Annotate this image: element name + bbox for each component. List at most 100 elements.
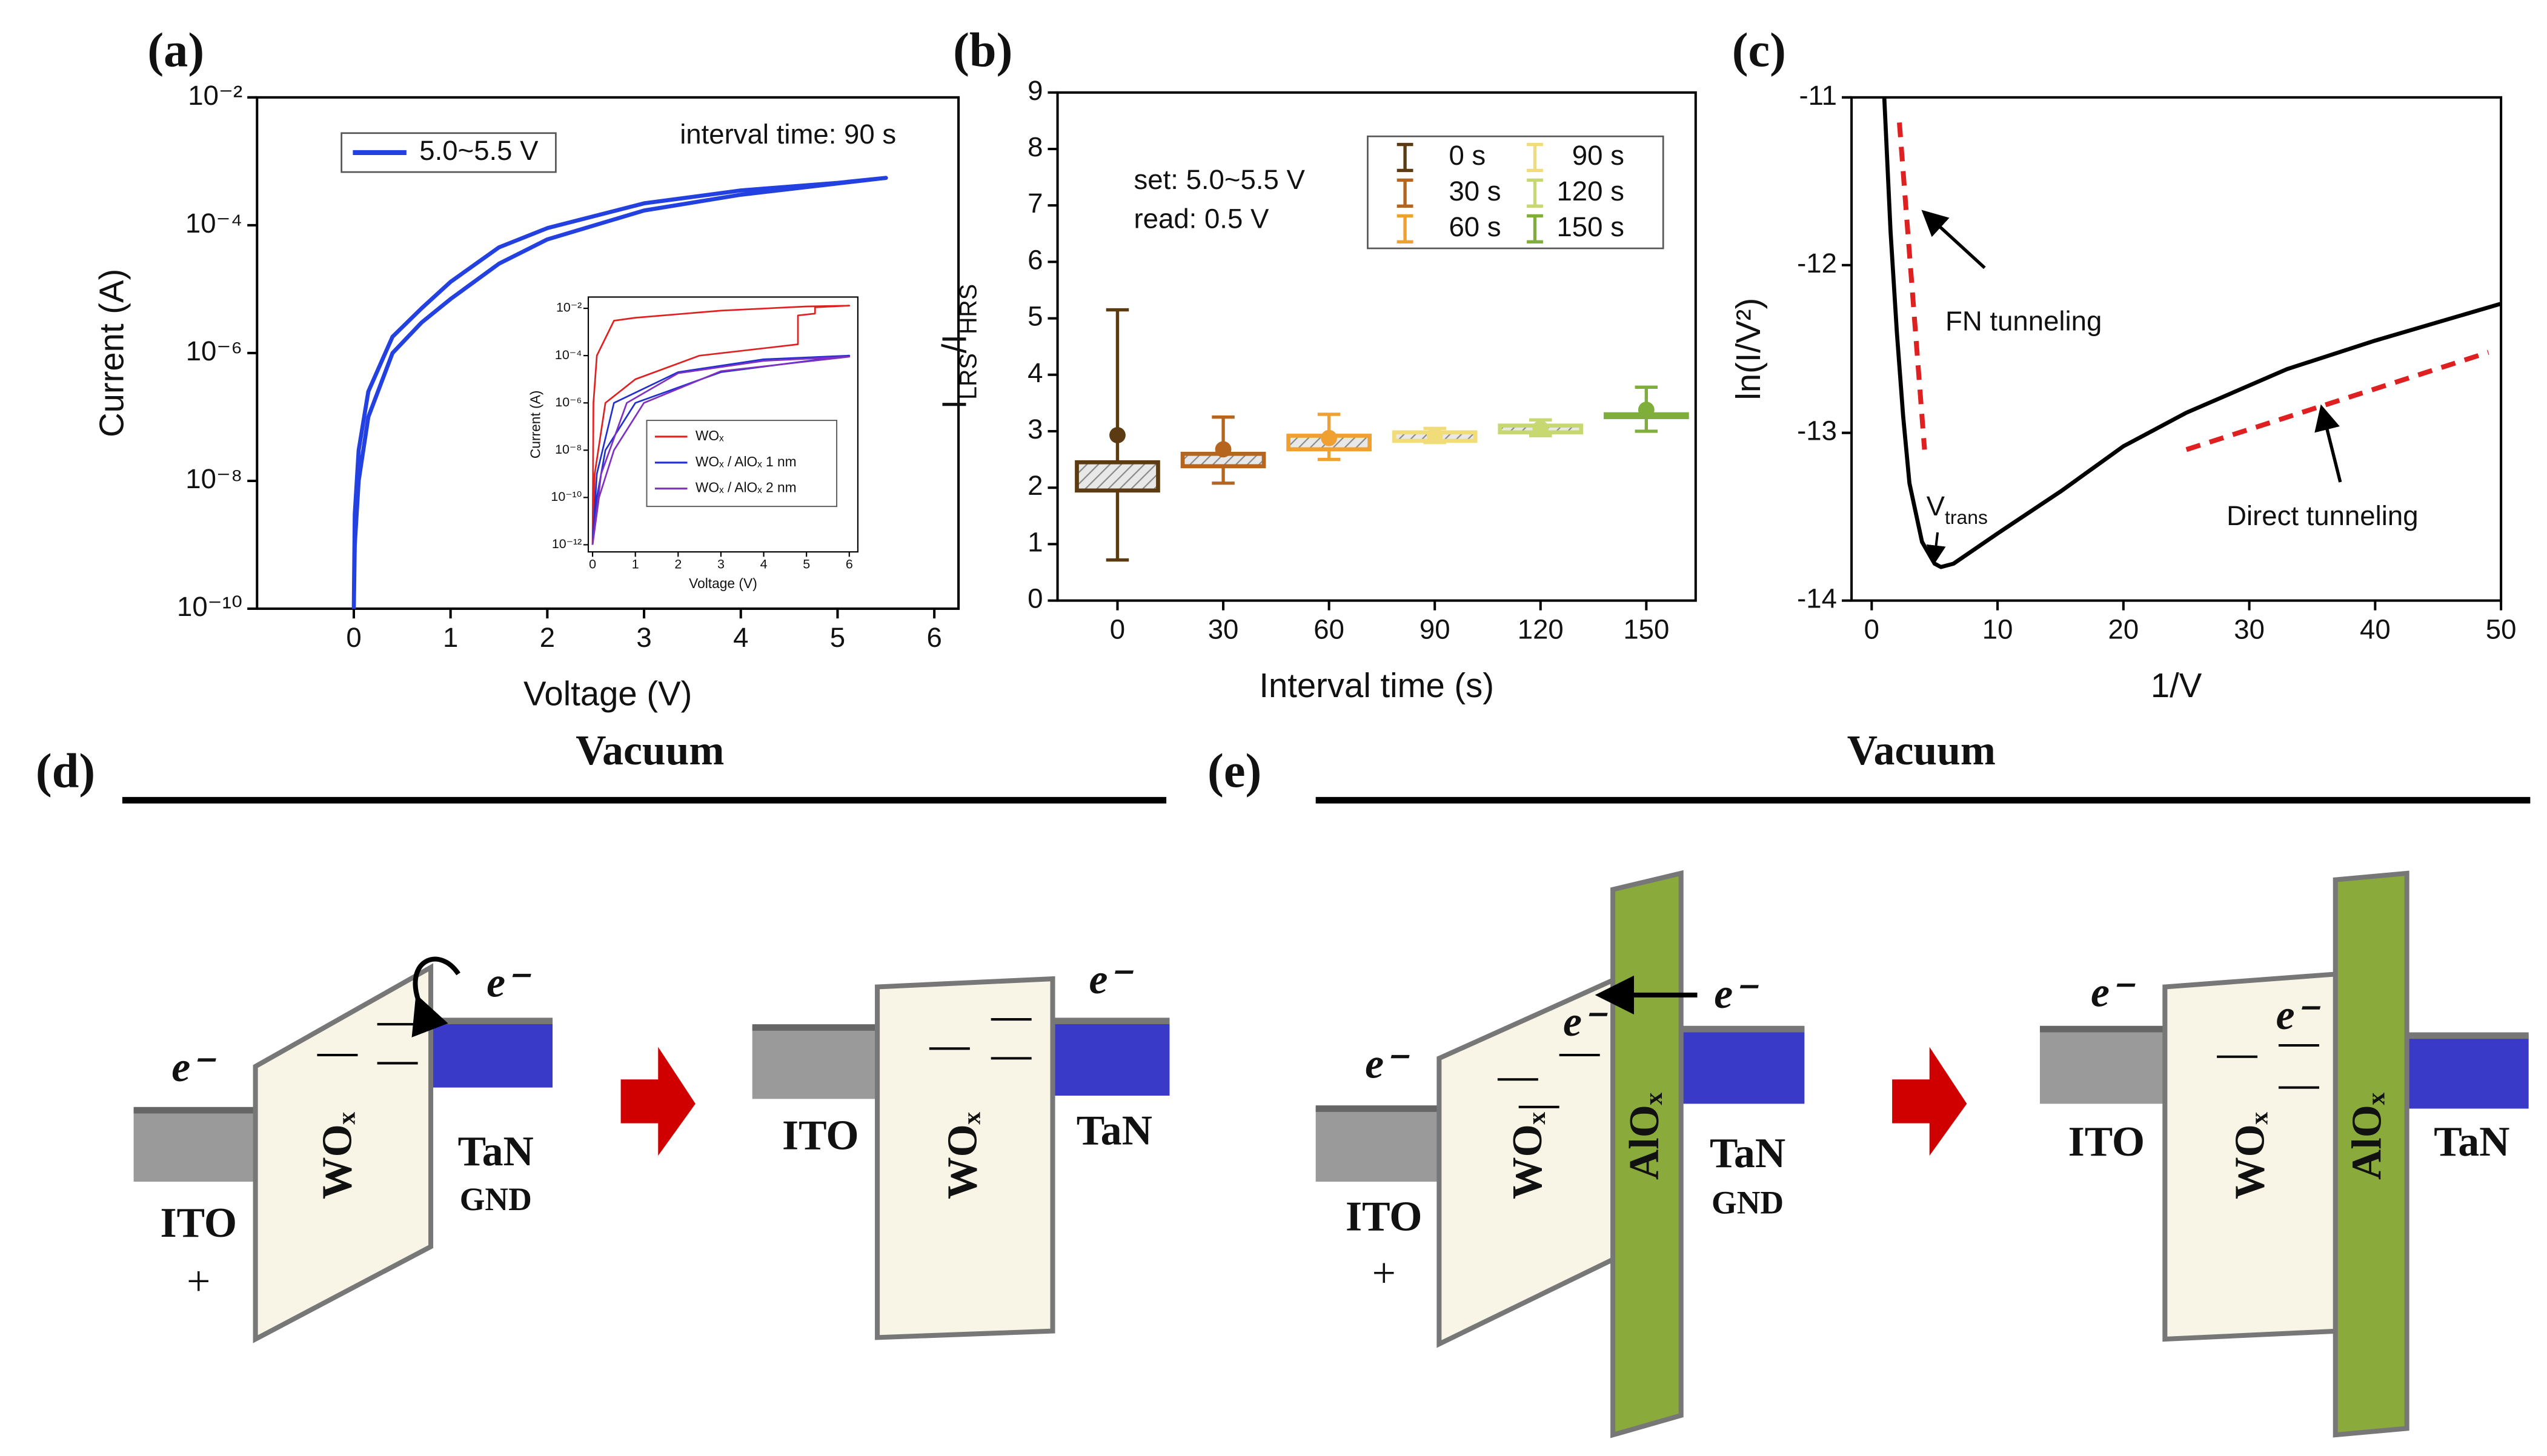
annotation: interval time: 90 s xyxy=(680,119,896,150)
annotation-part: trans xyxy=(1945,506,1988,528)
y-tick-label: 0 xyxy=(1028,583,1043,614)
mean-point xyxy=(1426,427,1443,443)
y-tick-label: 1 xyxy=(1028,526,1043,557)
y-tick-label: 10⁻⁸ xyxy=(555,442,582,457)
annotation: Vtrans xyxy=(1927,491,1988,528)
panel-label: (e) xyxy=(1207,744,1261,798)
mean-point xyxy=(1321,429,1338,446)
legend-label: 90 s xyxy=(1572,140,1624,171)
ito-band xyxy=(133,1108,256,1182)
x-tick-label: 0 xyxy=(589,557,596,571)
panel-label: (a) xyxy=(147,24,204,78)
electrode-label: ITO xyxy=(782,1112,859,1159)
arrow xyxy=(1926,532,1946,565)
x-tick-label: 5 xyxy=(803,557,810,571)
y-tick-label: -11 xyxy=(1799,80,1837,111)
y-tick-label: 3 xyxy=(1028,414,1043,445)
layer-label: WOₓ xyxy=(939,1111,986,1199)
legend-label: WOₓ / AlOₓ 2 nm xyxy=(696,480,797,495)
arrow xyxy=(1921,210,1986,270)
electrode-label: ITO xyxy=(161,1200,237,1246)
x-axis-label: Voltage (V) xyxy=(689,575,757,591)
trap-states xyxy=(2217,1044,2319,1089)
mean-point xyxy=(1532,420,1549,437)
y-tick-label: 10⁻² xyxy=(188,80,242,111)
box xyxy=(1075,460,1160,493)
electrode-label: TaN xyxy=(1077,1107,1152,1154)
electron: e⁻ xyxy=(1365,1041,1410,1087)
x-tick-label: 60 xyxy=(1313,614,1344,645)
step-arrow xyxy=(1892,1047,1967,1156)
gnd-label: GND xyxy=(1712,1185,1784,1221)
y-axis-label: ILRS/IHRS xyxy=(935,284,982,409)
data-line xyxy=(1897,122,1927,450)
annotation: FN tunneling xyxy=(1945,305,2102,336)
x-tick-label: 50 xyxy=(2486,614,2517,645)
layer-label: WOₓ xyxy=(2227,1111,2274,1199)
y-tick-label: 9 xyxy=(1028,75,1043,106)
x-tick-label: 4 xyxy=(760,557,768,571)
legend-label: 120 s xyxy=(1556,176,1624,207)
legend-label: WOₓ xyxy=(696,428,724,443)
x-tick-label: 1 xyxy=(443,622,458,653)
ito-band xyxy=(752,1025,878,1099)
y-axis-label: Current (A) xyxy=(92,269,130,437)
y-tick-label: 10⁻¹⁰ xyxy=(551,489,582,504)
electron: e⁻ xyxy=(1714,971,1759,1018)
x-tick-label: 3 xyxy=(717,557,725,571)
ito-band xyxy=(2039,1027,2165,1104)
y-axis-label-part: I xyxy=(935,400,973,409)
x-tick-label: 20 xyxy=(2108,614,2139,645)
tan-band xyxy=(2406,1034,2529,1109)
legend-label: 0 s xyxy=(1449,140,1486,171)
x-axis-label: Voltage (V) xyxy=(523,675,692,713)
trap-states xyxy=(1497,1054,1600,1108)
y-tick-label: 6 xyxy=(1028,244,1043,275)
y-axis-label-part: LRS xyxy=(955,353,982,400)
tan-band xyxy=(431,1019,553,1088)
x-tick-label: 1 xyxy=(632,557,639,571)
bias-label: + xyxy=(187,1259,210,1305)
data-line xyxy=(591,354,851,545)
x-tick-label: 90 xyxy=(1420,614,1450,645)
tan-band xyxy=(1052,1019,1170,1096)
annotation: set: 5.0~5.5 V xyxy=(1134,164,1306,195)
x-tick-label: 0 xyxy=(346,622,361,653)
x-tick-label: 3 xyxy=(636,622,651,653)
y-axis-label: Current (A) xyxy=(527,391,543,459)
electrode-label: ITO xyxy=(2068,1119,2145,1165)
y-tick-label: 10⁻⁴ xyxy=(185,208,242,239)
annotation: read: 0.5 V xyxy=(1134,204,1269,234)
data-line xyxy=(591,356,851,545)
electrode-label: TaN xyxy=(1710,1130,1785,1177)
mean-point xyxy=(1215,441,1232,458)
y-tick-label: -12 xyxy=(1797,248,1837,279)
y-tick-label: 2 xyxy=(1028,470,1043,501)
arrow xyxy=(2314,404,2342,483)
panel-label: (b) xyxy=(953,24,1012,78)
data-line xyxy=(2185,349,2489,452)
electron: e⁻ xyxy=(2091,970,2136,1016)
vacuum-label: Vacuum xyxy=(1847,727,1996,774)
vacuum-label: Vacuum xyxy=(576,727,724,774)
legend-label: WOₓ / AlOₓ 1 nm xyxy=(696,454,797,469)
alox-layer xyxy=(2333,870,2409,1438)
y-tick-label: 10⁻⁶ xyxy=(555,395,582,409)
x-tick-label: 5 xyxy=(830,622,845,653)
data-line xyxy=(1882,97,2502,569)
y-tick-label: 8 xyxy=(1028,131,1043,162)
arrow xyxy=(411,956,460,1037)
y-tick-label: 10⁻¹⁰ xyxy=(177,591,242,622)
y-tick-label: 10⁻¹² xyxy=(552,537,582,551)
y-tick-label: 10⁻² xyxy=(556,300,582,315)
x-tick-label: 120 xyxy=(1518,614,1564,645)
gnd-label: GND xyxy=(460,1181,532,1217)
x-tick-label: 6 xyxy=(926,622,941,653)
wox-layer xyxy=(875,976,1055,1340)
x-tick-label: 0 xyxy=(1864,614,1879,645)
annotation: Direct tunneling xyxy=(2227,500,2418,531)
legend-label: 60 s xyxy=(1449,211,1501,242)
data-line xyxy=(351,176,888,609)
x-tick-label: 6 xyxy=(846,557,853,571)
x-axis-label: 1/V xyxy=(2151,666,2202,704)
